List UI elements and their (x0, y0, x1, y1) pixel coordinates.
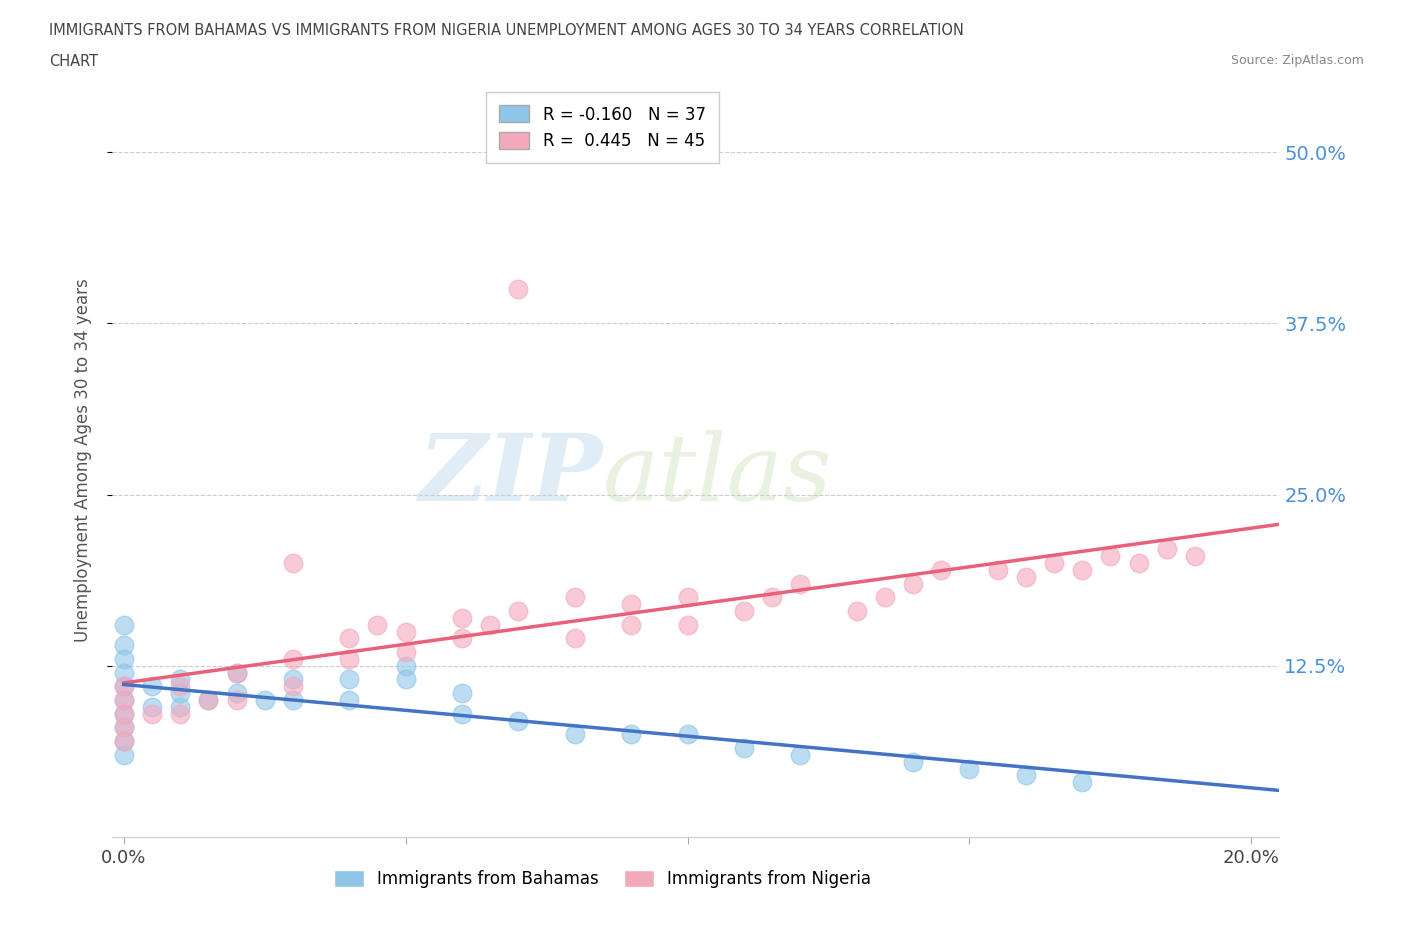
Point (112, 679, 135, 694)
Point (395, 624, 418, 639)
Point (451, 706, 474, 721)
Point (169, 685, 191, 700)
Point (197, 693, 219, 708)
Point (112, 748, 135, 763)
Point (197, 693, 219, 708)
Point (1071, 563, 1094, 578)
Point (508, 604, 530, 618)
Point (620, 618, 643, 632)
Point (225, 665, 247, 680)
Point (169, 679, 191, 694)
Point (564, 631, 586, 645)
Point (225, 665, 247, 680)
Point (620, 727, 643, 742)
Point (873, 590, 896, 604)
Point (112, 706, 135, 721)
Point (508, 282, 530, 297)
Point (112, 693, 135, 708)
Point (281, 693, 304, 708)
Point (676, 727, 699, 742)
Point (141, 706, 163, 721)
Point (901, 577, 924, 591)
Point (1015, 768, 1038, 783)
Y-axis label: Unemployment Among Ages 30 to 34 years: Unemployment Among Ages 30 to 34 years (73, 278, 91, 643)
Text: Source: ZipAtlas.com: Source: ZipAtlas.com (1230, 54, 1364, 67)
Text: IMMIGRANTS FROM BAHAMAS VS IMMIGRANTS FROM NIGERIA UNEMPLOYMENT AMONG AGES 30 TO: IMMIGRANTS FROM BAHAMAS VS IMMIGRANTS FR… (49, 23, 965, 38)
Point (169, 699, 191, 714)
Point (1099, 549, 1122, 564)
Point (169, 672, 191, 687)
Point (112, 693, 135, 708)
Point (929, 563, 952, 578)
Point (112, 720, 135, 735)
Point (366, 618, 388, 632)
Point (141, 699, 163, 714)
Point (112, 706, 135, 721)
Point (281, 679, 304, 694)
Point (225, 685, 247, 700)
Point (337, 672, 360, 687)
Point (281, 555, 304, 570)
Point (169, 706, 191, 721)
Point (1043, 555, 1066, 570)
Point (112, 734, 135, 749)
Point (733, 740, 755, 755)
Point (112, 720, 135, 735)
Point (112, 618, 135, 632)
Point (395, 644, 418, 659)
Point (281, 672, 304, 687)
Point (789, 748, 811, 763)
Point (676, 618, 699, 632)
Point (1015, 569, 1038, 584)
Point (395, 658, 418, 673)
Point (1128, 555, 1150, 570)
Point (225, 693, 247, 708)
Point (564, 590, 586, 604)
Point (1156, 542, 1178, 557)
Point (395, 672, 418, 687)
Point (564, 727, 586, 742)
Point (141, 679, 163, 694)
Point (112, 652, 135, 667)
Point (508, 713, 530, 728)
Point (253, 693, 276, 708)
Point (479, 618, 502, 632)
Point (987, 563, 1010, 578)
Point (337, 693, 360, 708)
Point (112, 638, 135, 653)
Text: CHART: CHART (49, 54, 98, 69)
Point (281, 652, 304, 667)
Point (337, 631, 360, 645)
Point (451, 631, 474, 645)
Point (112, 734, 135, 749)
Text: ZIP: ZIP (419, 431, 603, 521)
Point (901, 754, 924, 769)
Point (112, 665, 135, 680)
Point (761, 590, 783, 604)
Point (1184, 549, 1206, 564)
Point (957, 761, 980, 776)
Point (789, 577, 811, 591)
Point (620, 597, 643, 612)
Text: atlas: atlas (603, 431, 832, 521)
Point (337, 652, 360, 667)
Point (676, 590, 699, 604)
Point (733, 604, 755, 618)
Point (1071, 775, 1094, 790)
Point (451, 685, 474, 700)
Point (451, 610, 474, 625)
Point (112, 679, 135, 694)
Legend: Immigrants from Bahamas, Immigrants from Nigeria: Immigrants from Bahamas, Immigrants from… (326, 861, 880, 897)
Point (845, 604, 868, 618)
